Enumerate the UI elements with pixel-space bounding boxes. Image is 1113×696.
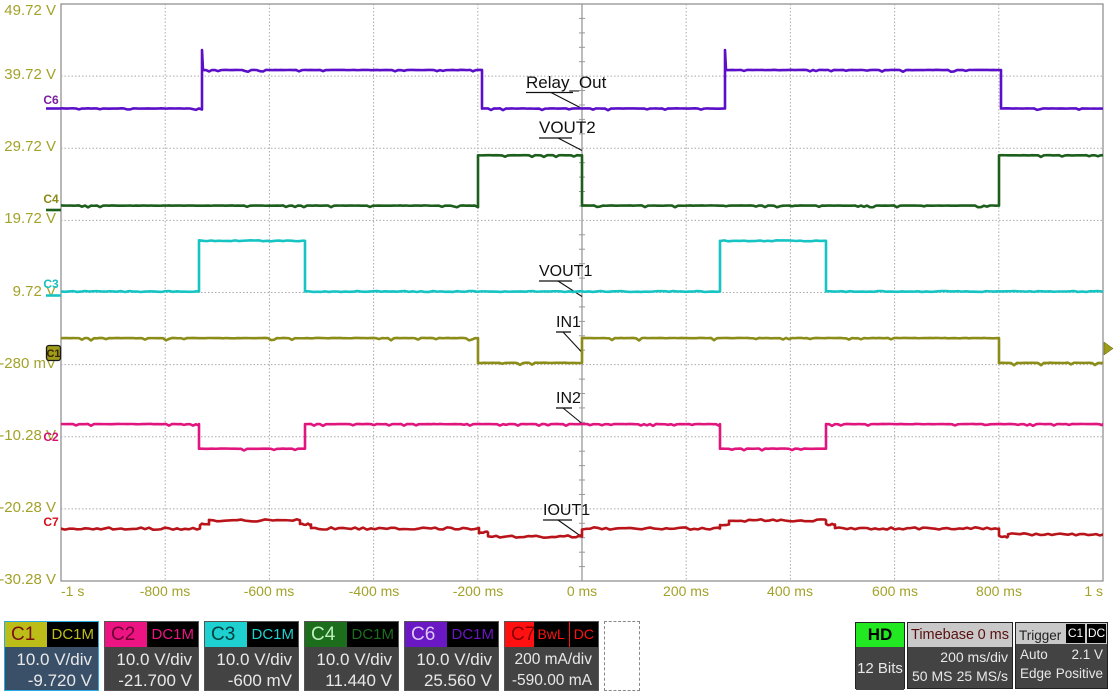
svg-text:0 ms: 0 ms [567,583,597,599]
svg-text:-20.28 V: -20.28 V [0,499,56,516]
svg-text:39.72 V: 39.72 V [4,66,56,83]
svg-text:600 ms: 600 ms [872,583,918,599]
svg-text:400 ms: 400 ms [767,583,813,599]
svg-text:IOUT1: IOUT1 [543,502,590,519]
svg-text:C3: C3 [43,277,59,291]
svg-text:VOUT2: VOUT2 [539,118,596,137]
svg-text:29.72 V: 29.72 V [4,138,56,155]
svg-text:VOUT1: VOUT1 [539,263,592,280]
svg-text:C1: C1 [46,348,60,360]
svg-text:-30.28 V: -30.28 V [0,571,56,588]
svg-text:IN1: IN1 [556,314,581,331]
svg-text:C6: C6 [43,93,59,107]
svg-text:800 ms: 800 ms [976,583,1022,599]
svg-text:19.72 V: 19.72 V [4,210,56,227]
svg-text:200 ms: 200 ms [663,583,709,599]
svg-text:49.72 V: 49.72 V [4,2,56,19]
svg-text:-1 s: -1 s [61,583,84,599]
svg-text:Relay_Out: Relay_Out [526,73,607,92]
svg-text:-200 ms: -200 ms [453,583,504,599]
svg-text:C2: C2 [43,430,59,444]
svg-text:C7: C7 [43,515,59,529]
svg-text:-400 ms: -400 ms [349,583,400,599]
svg-text:C4: C4 [43,192,59,206]
svg-text:-600 ms: -600 ms [244,583,295,599]
svg-text:IN2: IN2 [556,390,581,407]
svg-text:1 s: 1 s [1084,583,1103,599]
svg-text:-800 ms: -800 ms [140,583,191,599]
